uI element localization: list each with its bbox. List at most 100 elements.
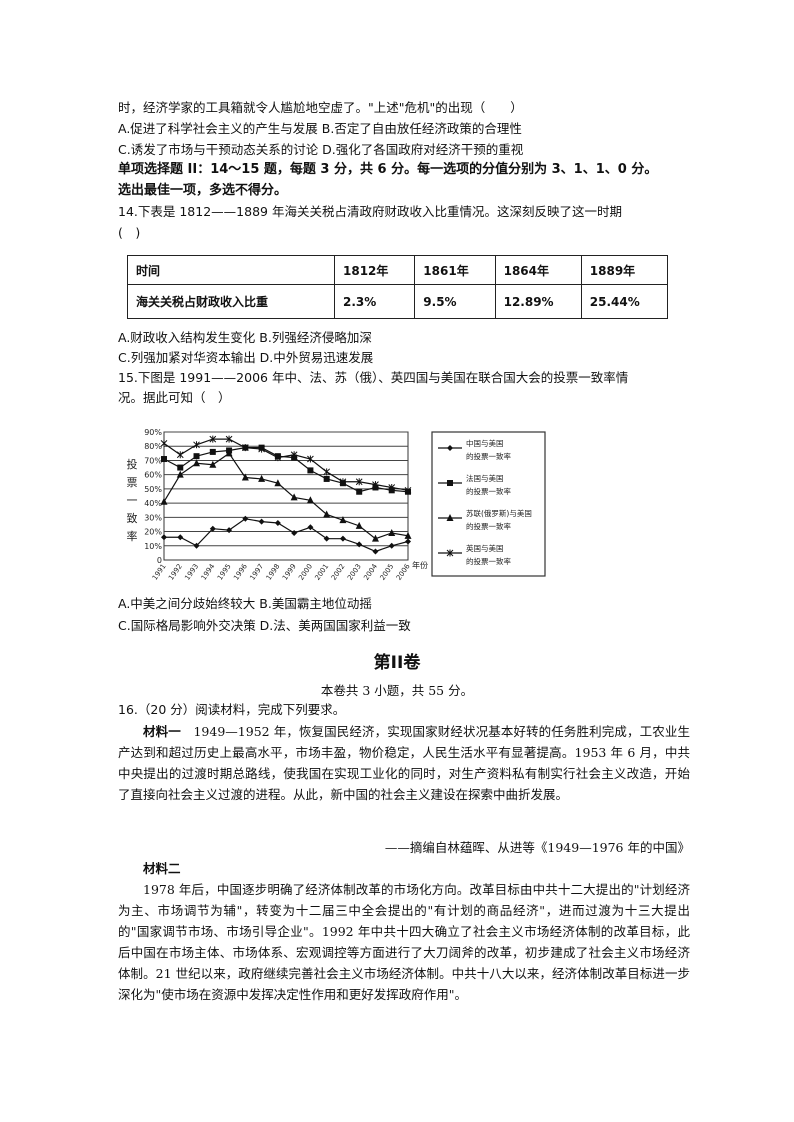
x-tick-label: 1998 [265, 563, 282, 582]
data-point [356, 541, 363, 548]
table-cell: 1812年 [333, 255, 416, 285]
data-point [372, 548, 379, 555]
data-point [225, 449, 233, 457]
series-line-2 [163, 452, 409, 540]
y-tick-label: 80% [144, 442, 162, 451]
q14-stem: 14.下表是 1812——1889 年海关关税占清政府财政收入比重情况。这深刻反… [118, 204, 622, 219]
x-tick-label: 2001 [314, 563, 331, 582]
section-ii-instructions-2: 选出最佳一项，多选不得分。 [118, 183, 288, 198]
data-point [193, 459, 201, 467]
x-tick-label: 1995 [216, 563, 233, 582]
table-cell: 12.89% [494, 284, 582, 319]
q14-table: 时间 1812年 1861年 1864年 1889年 海关关税占财政收入比重 2… [127, 255, 669, 319]
data-point [241, 444, 249, 452]
section-ii-instructions: 单项选择题 II：14～15 题，每题 3 分，共 6 分。每一选项的分值分别为… [118, 162, 658, 177]
material-2-text: 1978 年后，中国逐步明确了经济体制改革的市场化方向。改革目标由中共十二大提出… [118, 882, 690, 1002]
data-point [177, 534, 184, 541]
x-tick-label: 1994 [200, 562, 217, 582]
data-point [355, 521, 363, 529]
x-tick-label: 2003 [346, 563, 363, 582]
series-line-3 [163, 438, 409, 491]
data-point [258, 445, 265, 453]
y-tick-label: 90% [144, 428, 162, 437]
table-cell: 1861年 [414, 255, 496, 285]
x-tick-label: 1992 [167, 563, 184, 582]
data-point [371, 534, 379, 542]
data-point [176, 451, 184, 459]
data-point [242, 515, 249, 522]
part-ii-title: 第II卷 [373, 653, 421, 673]
y-tick-label: 10% [144, 542, 162, 551]
q15-stem-2: 况。据此可知（ ） [118, 390, 231, 405]
y-axis-label-char: 致 [127, 511, 138, 525]
series-line-1 [163, 447, 409, 493]
x-tick-label: 2002 [330, 563, 347, 582]
material-1-label: 材料一 [143, 724, 181, 739]
x-tick-label: 1996 [232, 562, 249, 582]
data-point [404, 486, 412, 494]
y-axis-label-char: 一 [127, 494, 138, 507]
legend-marker [446, 549, 454, 557]
data-point [306, 496, 314, 504]
data-point [339, 478, 347, 486]
data-point [405, 538, 411, 545]
data-point [356, 488, 363, 495]
data-point [388, 542, 395, 549]
data-point [307, 455, 314, 463]
table-cell: 2.3% [333, 284, 416, 319]
data-point [209, 525, 216, 532]
data-point [161, 456, 167, 463]
table-cell: 1889年 [580, 255, 669, 285]
data-point [323, 475, 330, 482]
data-point [226, 527, 233, 534]
x-tick-label: 1999 [281, 563, 298, 582]
x-tick-label: 2004 [362, 562, 379, 582]
data-point [307, 467, 314, 474]
data-point [388, 483, 396, 491]
data-point [193, 542, 200, 549]
x-tick-label: 2000 [297, 563, 314, 582]
data-point [323, 468, 331, 476]
material-2-label: 材料二 [143, 861, 181, 876]
series-line-0 [164, 518, 409, 553]
legend-label: 的投票一致率 [466, 451, 511, 461]
data-point [193, 441, 200, 449]
table-cell: 海关关税占财政收入比重 [127, 284, 335, 319]
x-tick-label: 2006 [395, 562, 412, 582]
legend-label: 的投票一致率 [466, 556, 511, 566]
q16-stem: 16.（20 分）阅读材料，完成下列要求。 [118, 702, 346, 717]
data-point [193, 453, 200, 460]
material-1-text: 1949—1952 年，恢复国民经济，实现国家财经状况基本好转的任务胜利完成，工… [118, 724, 690, 802]
data-point [160, 439, 168, 447]
q14-options-cd: C.列强加紧对华资本输出 D.中外贸易迅速发展 [118, 350, 374, 365]
data-point [160, 497, 168, 505]
q14-options-ab: A.财政收入结构发生变化 B.列强经济侵略加深 [118, 330, 372, 345]
data-point [307, 524, 314, 531]
q13-options-ab: A.促进了科学社会主义的产生与发展 B.否定了自由放任经济政策的合理性 [118, 121, 522, 136]
data-point [274, 454, 282, 462]
table-cell: 时间 [127, 255, 335, 285]
data-point [209, 460, 217, 468]
x-tick-label: 1991 [151, 563, 168, 582]
y-tick-label: 60% [144, 471, 162, 480]
y-axis-label-char: 票 [127, 476, 138, 489]
material-1: 材料一 1949—1952 年，恢复国民经济，实现国家财经状况基本好转的任务胜利… [118, 721, 690, 805]
data-point [404, 531, 412, 539]
legend-label: 法国与美国 [466, 473, 504, 483]
data-point [258, 474, 266, 482]
y-tick-label: 50% [144, 485, 162, 494]
data-point [339, 535, 346, 542]
y-tick-label: 40% [144, 499, 162, 508]
data-point [274, 479, 282, 487]
legend-label: 苏联(俄罗斯)与美国 [466, 508, 532, 518]
data-point [225, 435, 233, 443]
y-axis-label-char: 投 [127, 457, 138, 471]
legend-marker [447, 445, 453, 451]
data-point [355, 478, 363, 486]
data-point [258, 518, 265, 525]
x-tick-label: 1993 [183, 563, 200, 582]
x-axis-label: 年份 [412, 560, 428, 570]
data-point [339, 516, 347, 524]
q15-options-cd: C.国际格局影响外交决策 D.法、美两国国家利益一致 [118, 618, 411, 633]
